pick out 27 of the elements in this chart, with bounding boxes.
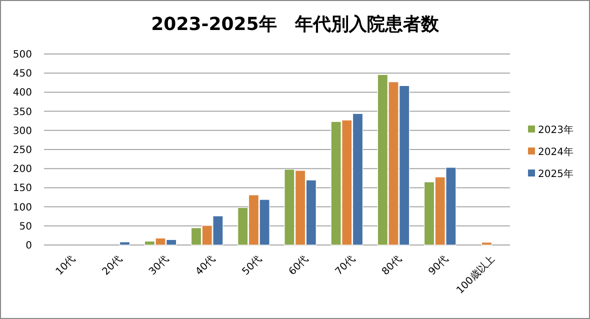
legend-label: 2024年 [538,146,574,158]
x-tick-label: 20代 [100,254,124,278]
x-tick-label: 70代 [334,254,358,278]
y-tick-label: 0 [26,240,32,252]
legend-label: 2025年 [538,168,574,180]
bar [481,242,492,246]
chart-title: 2023-2025年 年代別入院患者数 [151,14,440,35]
y-tick-label: 300 [12,126,32,137]
y-tick-label: 350 [12,106,32,118]
legend-label: 2023年 [538,124,574,136]
x-tick-label: 80代 [380,254,404,278]
y-tick-label: 200 [12,164,32,176]
y-tick-label: 100 [12,202,32,214]
y-tick-label: 400 [12,88,32,99]
x-tick-label: 60代 [287,254,311,278]
x-tick-label: 90代 [426,254,451,278]
bar [119,242,130,246]
y-tick-label: 50 [19,221,32,232]
x-tick-label: 40代 [194,254,218,278]
y-tick-label: 150 [12,183,32,194]
y-tick-label: 250 [12,145,32,156]
x-tick-label: 100歳以上 [454,253,498,296]
x-tick-label: 30代 [147,254,172,278]
x-tick-label: 10代 [54,254,78,278]
x-tick-label: 50代 [240,254,264,278]
y-tick-label: 500 [12,50,32,60]
y-tick-label: 450 [12,68,32,80]
